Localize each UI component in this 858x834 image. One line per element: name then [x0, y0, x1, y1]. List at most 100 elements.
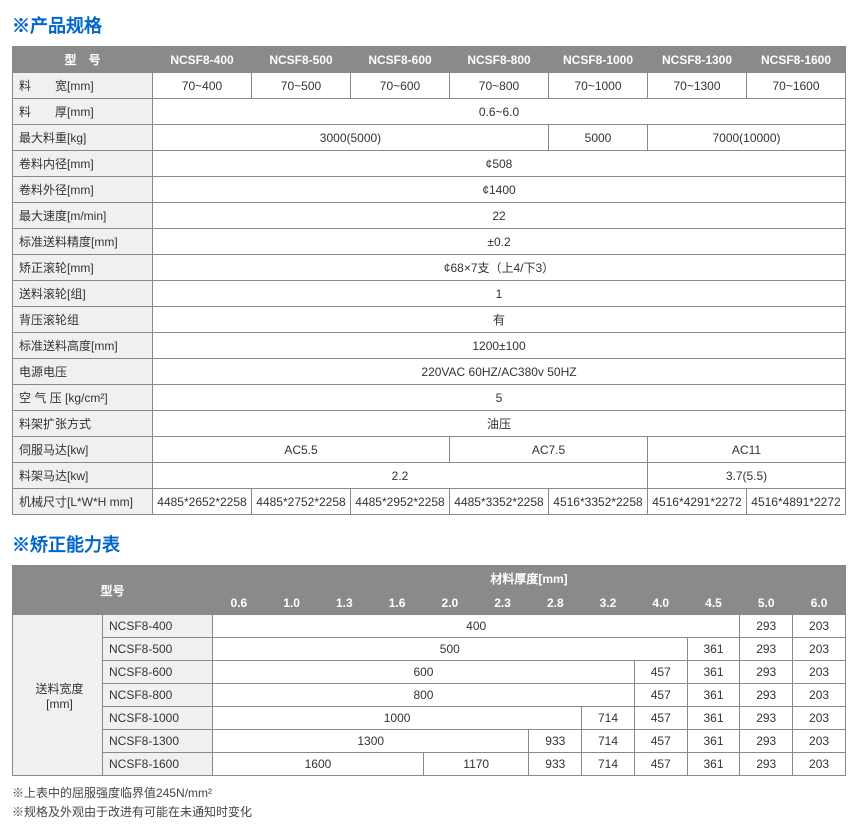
cell: 203 [793, 707, 846, 730]
cell: AC11 [648, 437, 846, 463]
cell: 4516*4291*2272 [648, 489, 747, 515]
thickness-col: 2.3 [476, 592, 529, 615]
row-label: 卷料内径[mm] [13, 151, 153, 177]
table-row: 空 气 压 [kg/cm²] 5 [13, 385, 846, 411]
row-label: 料架马达[kw] [13, 463, 153, 489]
cell: 457 [634, 753, 687, 776]
cell: 500 [213, 638, 688, 661]
model-cell: NCSF8-1000 [103, 707, 213, 730]
table-row: 卷料内径[mm] ¢508 [13, 151, 846, 177]
cell: 油压 [153, 411, 846, 437]
row-label: 空 气 压 [kg/cm²] [13, 385, 153, 411]
table-row: 机械尺寸[L*W*H mm] 4485*2652*2258 4485*2752*… [13, 489, 846, 515]
footnote-line: ※上表中的屈服强度临界值245N/mm² [12, 784, 846, 803]
cell: 361 [687, 753, 740, 776]
cell: 70~1600 [747, 73, 846, 99]
cell: 1 [153, 281, 846, 307]
table-row: 料架扩张方式 油压 [13, 411, 846, 437]
cell: 714 [582, 707, 635, 730]
capacity-section-title: ※矫正能力表 [12, 531, 846, 557]
row-label: 送料滚轮[组] [13, 281, 153, 307]
row-label: 最大料重[kg] [13, 125, 153, 151]
cell: 600 [213, 661, 635, 684]
cell: 400 [213, 615, 740, 638]
capacity-table: 型号 材料厚度[mm] 0.61.01.31.62.02.32.83.24.04… [12, 565, 846, 776]
cell: 457 [634, 684, 687, 707]
model-cell: NCSF8-1600 [103, 753, 213, 776]
cell: 361 [687, 707, 740, 730]
table-row: NCSF8-600600457361293203 [13, 661, 846, 684]
table-row: 伺服马达[kw] AC5.5 AC7.5 AC11 [13, 437, 846, 463]
thickness-col: 1.6 [371, 592, 424, 615]
table-row: 矫正滚轮[mm] ¢68×7支（上4/下3） [13, 255, 846, 281]
model-cell: NCSF8-400 [103, 615, 213, 638]
model-col: NCSF8-1300 [648, 47, 747, 73]
row-label: 最大速度[m/min] [13, 203, 153, 229]
header-model: 型 号 [13, 47, 153, 73]
cell: 293 [740, 638, 793, 661]
thickness-col: 4.0 [634, 592, 687, 615]
cell: 1170 [423, 753, 528, 776]
thickness-col: 4.5 [687, 592, 740, 615]
cell: 0.6~6.0 [153, 99, 846, 125]
thickness-col: 1.0 [265, 592, 318, 615]
cell: 2.2 [153, 463, 648, 489]
cell: ¢1400 [153, 177, 846, 203]
table-row: NCSF8-800800457361293203 [13, 684, 846, 707]
table-row: 料架马达[kw] 2.2 3.7(5.5) [13, 463, 846, 489]
row-label: 料架扩张方式 [13, 411, 153, 437]
cell: 70~1300 [648, 73, 747, 99]
cell: 457 [634, 661, 687, 684]
cell: 70~400 [153, 73, 252, 99]
cell: 361 [687, 684, 740, 707]
spec-section-title: ※产品规格 [12, 12, 846, 38]
cell: 293 [740, 707, 793, 730]
cell: 5 [153, 385, 846, 411]
cell: 有 [153, 307, 846, 333]
cell: ¢68×7支（上4/下3） [153, 255, 846, 281]
cell: 457 [634, 707, 687, 730]
cell: 293 [740, 753, 793, 776]
cell: 933 [529, 753, 582, 776]
row-label: 伺服马达[kw] [13, 437, 153, 463]
header-model: 型号 [13, 566, 213, 615]
cell: 203 [793, 730, 846, 753]
cell: 70~600 [351, 73, 450, 99]
row-label: 矫正滚轮[mm] [13, 255, 153, 281]
row-label: 料 宽[mm] [13, 73, 153, 99]
cell: 4485*2652*2258 [153, 489, 252, 515]
footnote-line: ※规格及外观由于改进有可能在未通知时变化 [12, 803, 846, 822]
cell: 203 [793, 661, 846, 684]
table-row: 标准送料高度[mm] 1200±100 [13, 333, 846, 359]
cell: 293 [740, 615, 793, 638]
model-cell: NCSF8-600 [103, 661, 213, 684]
table-row: NCSF8-160016001170933714457361293203 [13, 753, 846, 776]
cell: 4485*2752*2258 [252, 489, 351, 515]
model-cell: NCSF8-500 [103, 638, 213, 661]
feed-width-label: 送料宽度 [mm] [13, 615, 103, 776]
cell: 70~500 [252, 73, 351, 99]
table-row: 料 厚[mm] 0.6~6.0 [13, 99, 846, 125]
cell: 1300 [213, 730, 529, 753]
footnotes: ※上表中的屈服强度临界值245N/mm² ※规格及外观由于改进有可能在未通知时变… [12, 784, 846, 822]
row-label: 背压滚轮组 [13, 307, 153, 333]
table-row: NCSF8-10001000714457361293203 [13, 707, 846, 730]
cell: 7000(10000) [648, 125, 846, 151]
header-thickness: 材料厚度[mm] [213, 566, 846, 592]
cell: 361 [687, 661, 740, 684]
cell: 361 [687, 638, 740, 661]
thickness-col: 2.8 [529, 592, 582, 615]
table-row: NCSF8-13001300933714457361293203 [13, 730, 846, 753]
cell: 4516*3352*2258 [549, 489, 648, 515]
row-label: 标准送料高度[mm] [13, 333, 153, 359]
cell: 203 [793, 638, 846, 661]
model-col: NCSF8-1600 [747, 47, 846, 73]
table-row: 料 宽[mm] 70~400 70~500 70~600 70~800 70~1… [13, 73, 846, 99]
cell: 4485*2952*2258 [351, 489, 450, 515]
cell: ¢508 [153, 151, 846, 177]
cell: 70~800 [450, 73, 549, 99]
model-col: NCSF8-600 [351, 47, 450, 73]
thickness-col: 5.0 [740, 592, 793, 615]
model-cell: NCSF8-800 [103, 684, 213, 707]
cell: 293 [740, 661, 793, 684]
